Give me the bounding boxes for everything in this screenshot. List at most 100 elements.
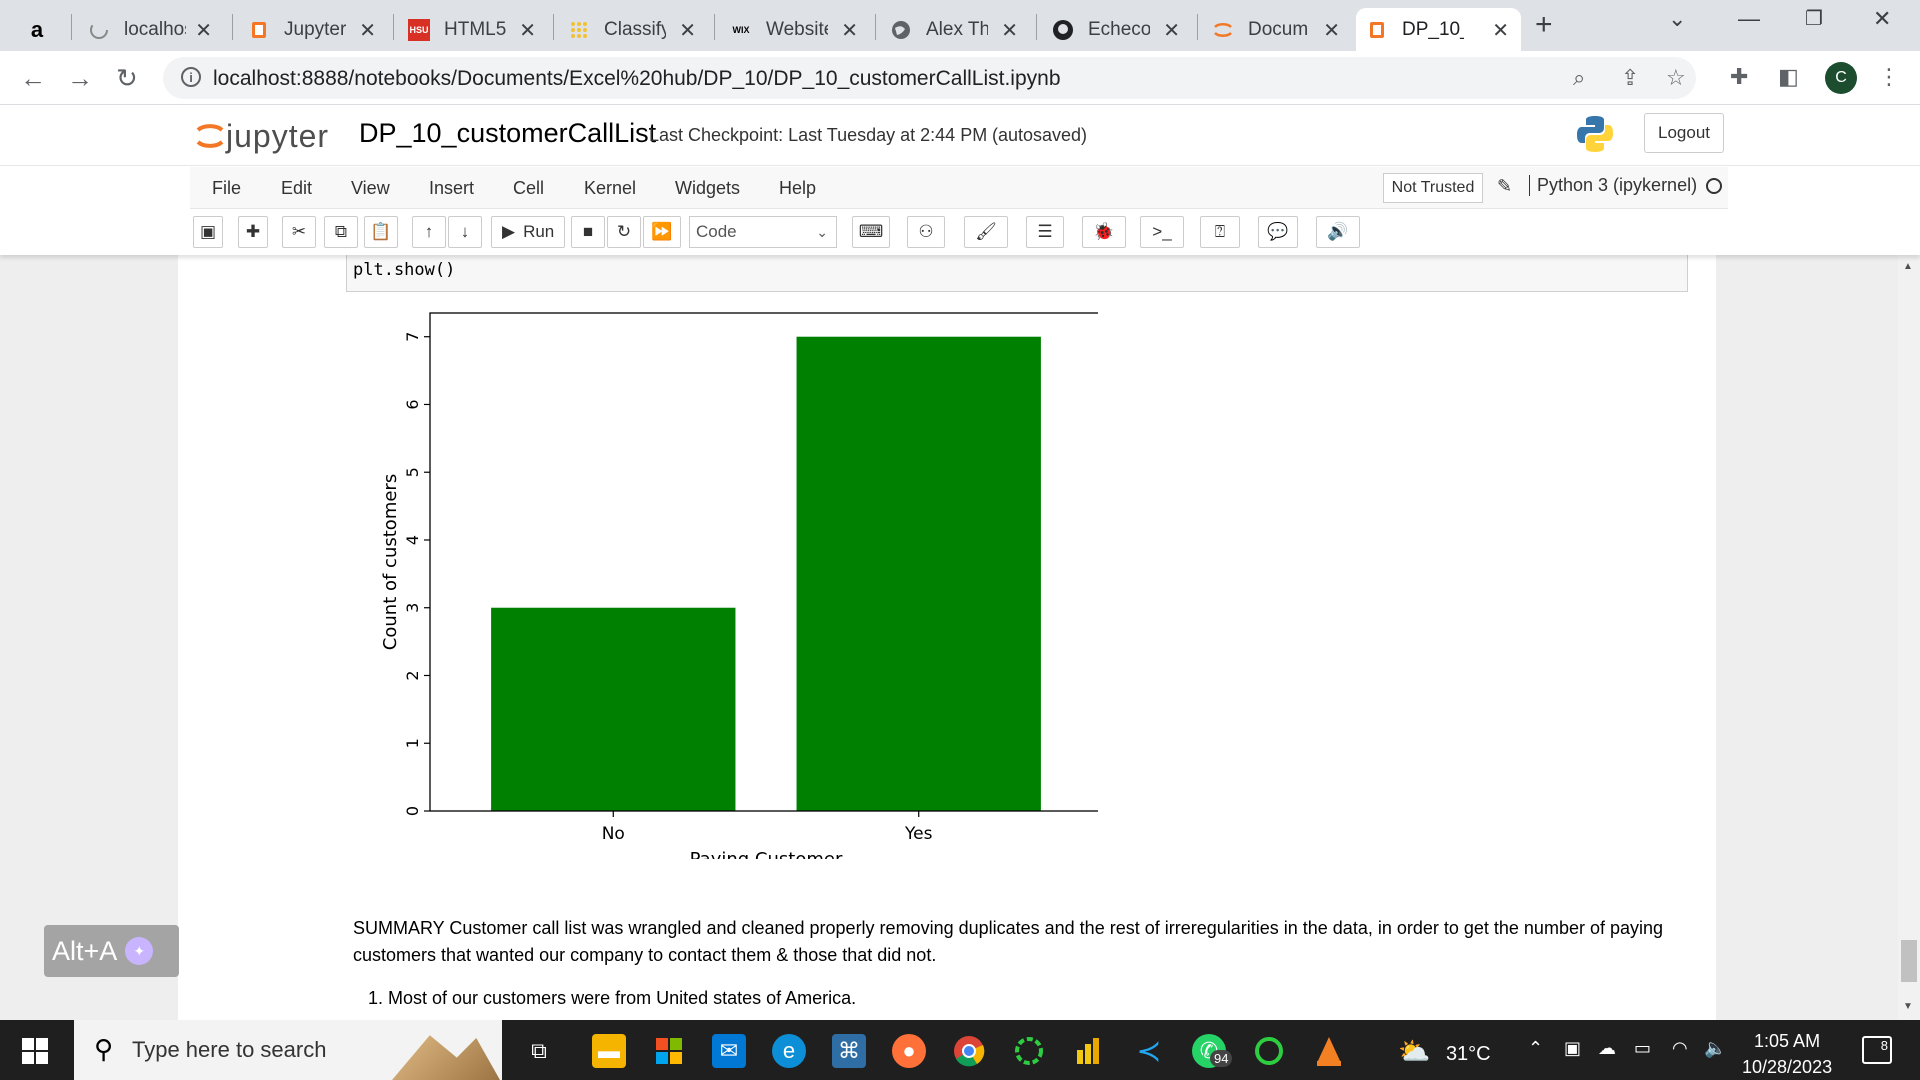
network-app-icon[interactable]: ⌘: [832, 1034, 866, 1068]
restart-run-all-icon[interactable]: ⏩: [643, 216, 681, 248]
share-icon[interactable]: ⇪: [1621, 65, 1640, 90]
move-up-icon[interactable]: ↑: [412, 216, 446, 248]
close-window-icon[interactable]: ✕: [1873, 6, 1892, 31]
tab-echeco[interactable]: Echeco ✕: [1042, 8, 1192, 51]
close-tab-icon[interactable]: ✕: [1323, 20, 1340, 42]
tab-search-icon[interactable]: ⌄: [1668, 6, 1687, 31]
paint-brush-icon[interactable]: 🖌: [964, 216, 1008, 248]
kernel-name[interactable]: Python 3 (ipykernel): [1529, 175, 1697, 196]
trust-button[interactable]: Not Trusted: [1383, 173, 1483, 203]
loading-ring-icon[interactable]: [1012, 1034, 1046, 1068]
onedrive-icon[interactable]: ☁: [1598, 1038, 1616, 1058]
close-tab-icon[interactable]: ✕: [679, 20, 696, 42]
zoom-icon[interactable]: ⌕: [1573, 65, 1586, 90]
vertical-scrollbar[interactable]: ▲ ▼: [1898, 255, 1920, 1020]
volume-icon[interactable]: 🔈: [1704, 1038, 1727, 1058]
close-tab-icon[interactable]: ✕: [359, 20, 376, 42]
copy-icon[interactable]: ⧉: [324, 216, 358, 248]
save-icon[interactable]: ▣: [193, 216, 223, 248]
green-ring-icon[interactable]: [1252, 1034, 1286, 1068]
comment-icon[interactable]: 💬: [1258, 216, 1298, 248]
notebook-name[interactable]: DP_10_customerCallList: [359, 118, 657, 148]
tab-html5[interactable]: HSU HTML5 ✕: [398, 8, 548, 51]
scroll-up-icon[interactable]: ▲: [1903, 261, 1913, 272]
power-bi-icon[interactable]: [1072, 1034, 1106, 1068]
restore-icon[interactable]: ❐: [1805, 8, 1823, 30]
menu-file[interactable]: File: [212, 178, 242, 198]
meet-icon[interactable]: ▣: [1564, 1038, 1582, 1058]
vscode-icon[interactable]: ≺: [1136, 1034, 1162, 1068]
tab-alex[interactable]: Alex Th ✕: [880, 8, 1030, 51]
address-url[interactable]: localhost:8888/notebooks/Documents/Excel…: [213, 67, 1061, 90]
back-icon[interactable]: ←: [20, 63, 46, 93]
microsoft-store-icon[interactable]: [652, 1034, 686, 1068]
tab-amazon[interactable]: a: [26, 8, 66, 51]
table-of-contents-icon[interactable]: ☰: [1026, 216, 1064, 248]
firefox-icon[interactable]: ●: [892, 1034, 926, 1068]
bookmark-star-icon[interactable]: ☆: [1666, 65, 1686, 90]
address-bar[interactable]: i localhost:8888/notebooks/Documents/Exc…: [163, 57, 1696, 99]
cell-type-select[interactable]: Code ⌄: [689, 216, 837, 248]
taskbar-search[interactable]: ⚲ Type here to search: [74, 1020, 502, 1080]
minimize-icon[interactable]: —: [1738, 6, 1760, 31]
weather-widget[interactable]: ⛅ 31°C: [1398, 1036, 1491, 1067]
edge-icon[interactable]: e: [772, 1034, 806, 1068]
battery-icon[interactable]: ▭: [1634, 1038, 1652, 1058]
tab-dp10-active[interactable]: DP_10_ ✕: [1356, 8, 1521, 51]
speaker-icon[interactable]: 🔊: [1316, 216, 1360, 248]
wifi-icon[interactable]: ◠: [1672, 1038, 1688, 1058]
run-button[interactable]: ▶ Run: [491, 216, 565, 248]
tab-website[interactable]: WIX Website ✕: [720, 8, 870, 51]
code-cell[interactable]: plt.show(): [346, 255, 1688, 292]
scroll-thumb[interactable]: [1901, 940, 1917, 982]
logout-button[interactable]: Logout: [1644, 113, 1724, 153]
vlc-icon[interactable]: [1312, 1034, 1346, 1068]
tab-localhost[interactable]: localhost ✕: [78, 8, 224, 51]
side-panel-icon[interactable]: ◧: [1778, 64, 1799, 89]
menu-edit[interactable]: Edit: [281, 178, 313, 198]
profile-avatar[interactable]: C: [1825, 62, 1857, 94]
collab-icon[interactable]: ⚇: [907, 216, 945, 248]
debug-bug-icon[interactable]: 🐞: [1082, 216, 1126, 248]
paste-icon[interactable]: 📋: [364, 216, 398, 248]
tab-classify[interactable]: Classify ✕: [558, 8, 708, 51]
menu-widgets[interactable]: Widgets: [675, 178, 741, 198]
terminal-icon[interactable]: >_: [1140, 216, 1184, 248]
close-tab-icon[interactable]: ✕: [519, 20, 536, 42]
close-tab-icon[interactable]: ✕: [1492, 20, 1509, 42]
close-tab-icon[interactable]: ✕: [195, 20, 212, 42]
scroll-down-icon[interactable]: ▼: [1903, 1001, 1913, 1012]
menu-cell[interactable]: Cell: [513, 178, 545, 198]
file-explorer-icon[interactable]: ▬: [592, 1034, 626, 1068]
tray-chevron-icon[interactable]: ⌃: [1528, 1038, 1544, 1058]
jupyter-logo[interactable]: jupyter: [194, 116, 329, 156]
menu-kernel[interactable]: Kernel: [584, 178, 637, 198]
menu-insert[interactable]: Insert: [429, 178, 475, 198]
stop-icon[interactable]: ■: [571, 216, 605, 248]
reload-icon[interactable]: ↻: [116, 63, 138, 93]
tab-docum[interactable]: Docum ✕: [1202, 8, 1352, 51]
restart-icon[interactable]: ↻: [607, 216, 641, 248]
edit-pencil-icon[interactable]: ✎: [1497, 176, 1513, 196]
extensions-icon[interactable]: ✚: [1730, 64, 1749, 89]
windows-start-icon[interactable]: [22, 1038, 48, 1064]
insert-cell-icon[interactable]: ✚: [238, 216, 268, 248]
new-tab-button[interactable]: +: [1535, 8, 1553, 41]
system-clock[interactable]: 1:05 AM 10/28/2023: [1742, 1028, 1832, 1080]
cut-icon[interactable]: ✂: [282, 216, 316, 248]
close-tab-icon[interactable]: ✕: [1001, 20, 1018, 42]
notification-center-icon[interactable]: 8: [1862, 1036, 1892, 1064]
move-down-icon[interactable]: ↓: [448, 216, 482, 248]
chrome-icon[interactable]: [952, 1034, 986, 1068]
forward-icon[interactable]: →: [67, 63, 93, 93]
keyboard-icon[interactable]: ⌨: [852, 216, 890, 248]
mail-icon[interactable]: ✉: [712, 1034, 746, 1068]
close-tab-icon[interactable]: ✕: [841, 20, 858, 42]
menu-view[interactable]: View: [351, 178, 390, 198]
help-comment-icon[interactable]: ⍰: [1200, 216, 1240, 248]
menu-help[interactable]: Help: [779, 178, 817, 198]
close-tab-icon[interactable]: ✕: [1163, 20, 1180, 42]
task-view-icon[interactable]: ⧉: [531, 1038, 547, 1063]
tab-jupyter[interactable]: Jupyter ✕: [238, 8, 388, 51]
site-info-icon[interactable]: i: [181, 67, 201, 87]
